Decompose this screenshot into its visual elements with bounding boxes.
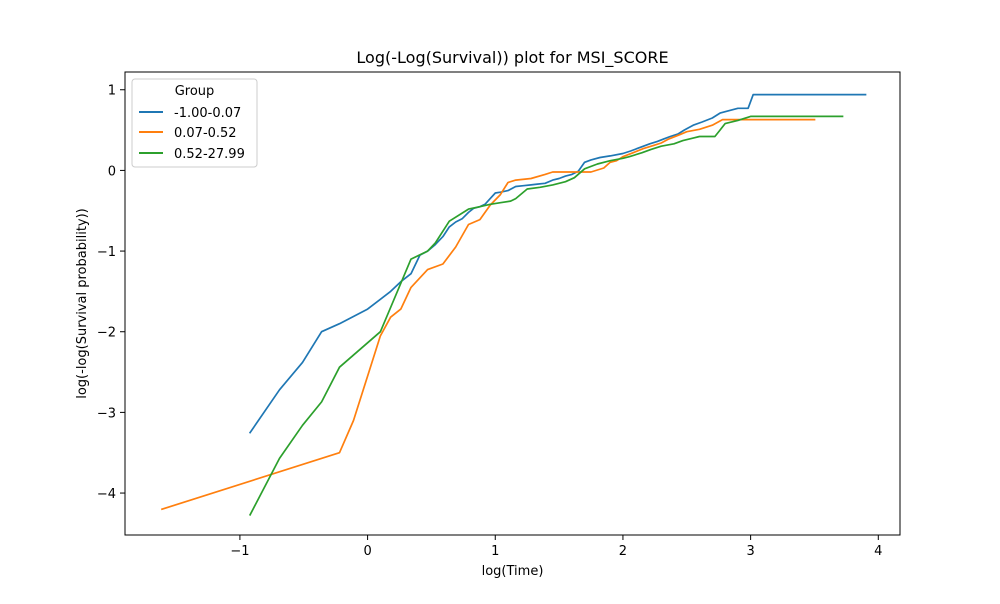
x-axis-label: log(Time) (482, 564, 544, 579)
x-tick-label: 3 (746, 544, 754, 559)
y-tick-label: −2 (97, 326, 116, 341)
chart-title: Log(-Log(Survival)) plot for MSI_SCORE (356, 48, 668, 68)
legend-title: Group (175, 84, 215, 99)
x-tick-label: −1 (230, 544, 249, 559)
series-layer (160, 93, 867, 516)
legend-box (131, 78, 258, 168)
y-tick-label: −1 (97, 245, 116, 260)
y-tick-label: 1 (108, 84, 116, 99)
x-tick-label: 4 (874, 544, 882, 559)
legend-label-series-2: 0.07-0.52 (174, 126, 237, 141)
x-tick-label: 2 (619, 544, 627, 559)
legend-label-series-3: 0.52-27.99 (174, 147, 245, 162)
series-line-2 (160, 118, 816, 511)
y-tick-label: 0 (108, 164, 116, 179)
legend-label-series-1: -1.00-0.07 (174, 106, 241, 121)
x-tick-label: 1 (491, 544, 499, 559)
y-tick-label: −4 (97, 487, 116, 502)
x-axis: −1 0 1 2 3 4 (230, 535, 882, 559)
y-axis: −4 −3 −2 −1 0 1 (97, 84, 125, 502)
x-tick-label: 0 (363, 544, 371, 559)
plot-frame (124, 71, 901, 536)
y-axis-label: log(-log(Survival probability)) (75, 208, 90, 399)
series-line-3 (248, 115, 844, 516)
y-tick-label: −3 (97, 406, 116, 421)
legend: Group -1.00-0.07 0.07-0.52 0.52-27.99 (131, 78, 258, 168)
